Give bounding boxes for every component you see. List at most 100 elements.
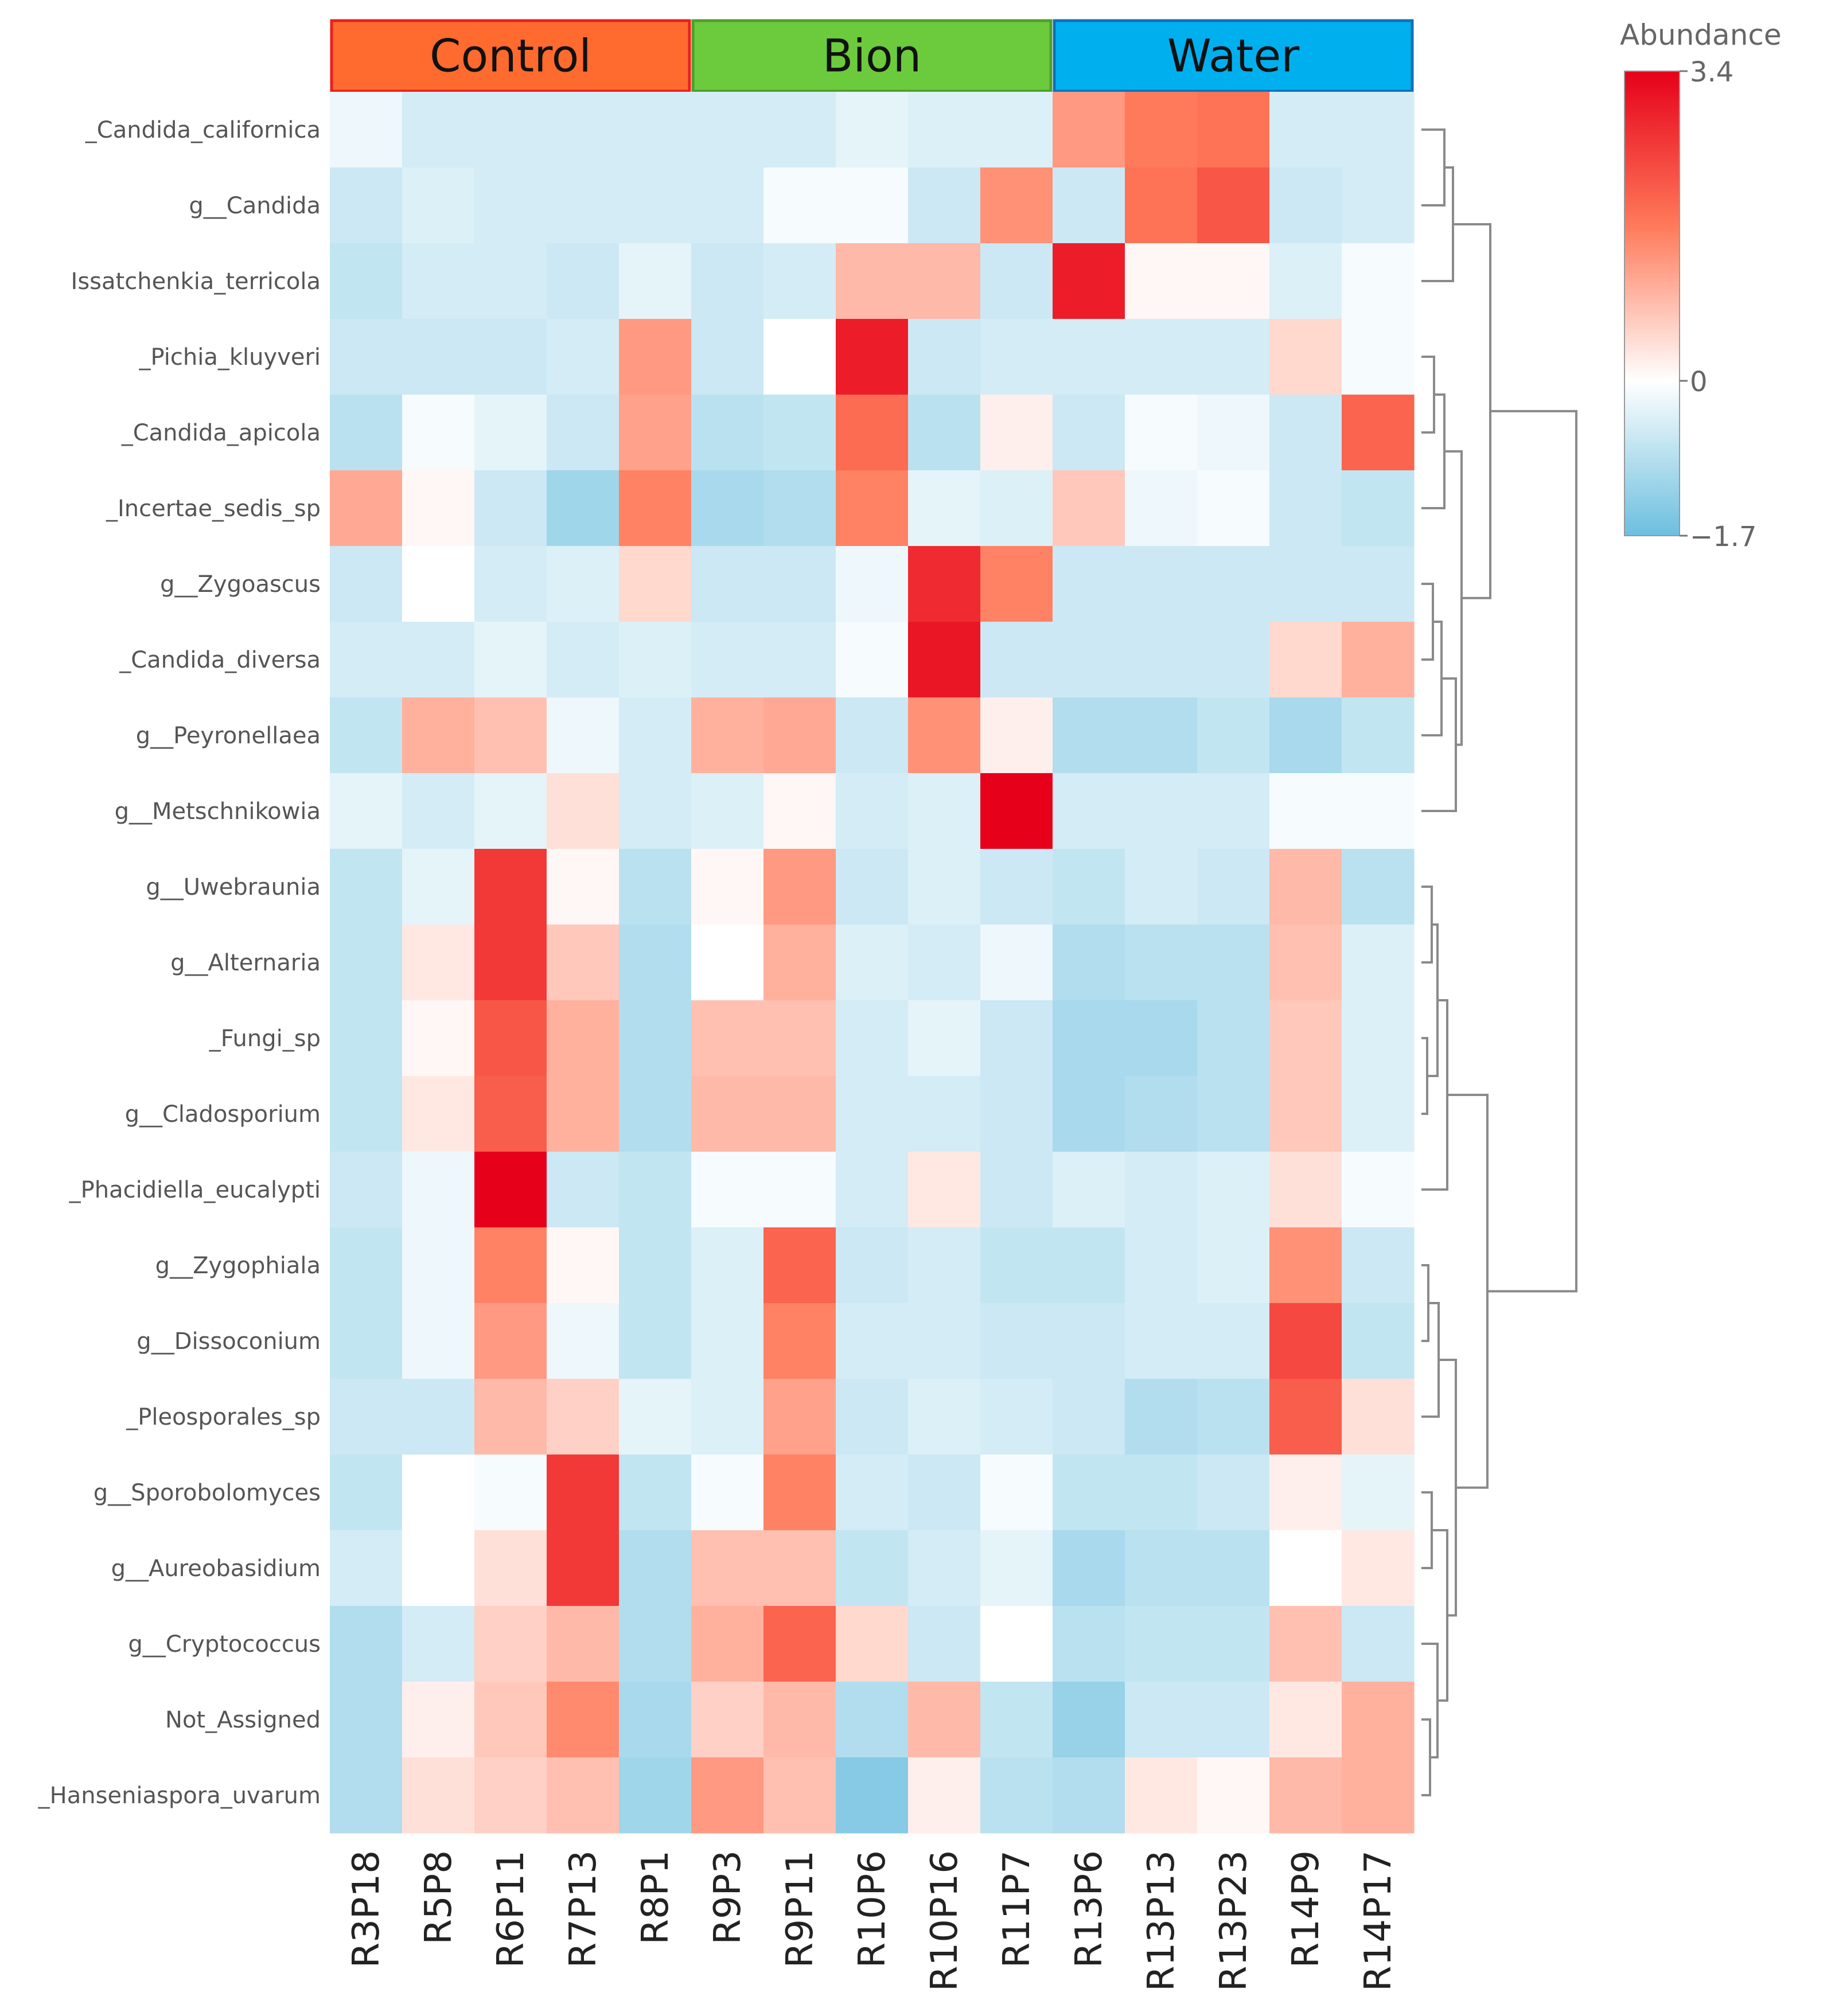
heatmap-cell — [1269, 773, 1342, 849]
dendrogram-branch — [1421, 621, 1443, 736]
color-legend: Abundance 3.4 0 −1.7 — [1620, 18, 1782, 553]
heatmap-cell — [402, 1000, 475, 1077]
heatmap-cell — [908, 1530, 981, 1606]
heatmap-cell — [1269, 1076, 1342, 1152]
heatmap-cell — [330, 395, 403, 471]
heatmap-cell — [330, 925, 403, 1001]
heatmap-cell — [330, 1757, 403, 1834]
heatmap-cell — [763, 319, 836, 395]
heatmap-cell — [836, 849, 909, 925]
heatmap-cell — [980, 319, 1053, 395]
heatmap-cell — [330, 1000, 403, 1077]
heatmap-cell — [691, 1152, 764, 1228]
heatmap-cell — [763, 622, 836, 698]
heatmap-cell — [1197, 925, 1270, 1001]
heatmap-cell — [691, 470, 764, 547]
heatmap-cell — [763, 1455, 836, 1531]
group-bar-control — [330, 19, 691, 93]
heatmap-cell — [1053, 1682, 1125, 1758]
heatmap-cell — [836, 1606, 909, 1682]
row-label: g__Cladosporium — [125, 1101, 321, 1128]
heatmap-cell — [691, 1303, 764, 1379]
heatmap-cell — [908, 546, 981, 622]
dendrogram-branch — [1453, 223, 1491, 599]
heatmap-cell — [908, 1757, 981, 1834]
heatmap-cell — [474, 697, 547, 774]
legend-tick-label: 0 — [1690, 366, 1708, 398]
dendrogram-branch — [1432, 1529, 1448, 1702]
heatmap-cell — [474, 1227, 547, 1304]
heatmap-cell — [1125, 167, 1198, 244]
heatmap-cell — [836, 319, 909, 395]
heatmap-cell — [763, 697, 836, 774]
heatmap-cell — [836, 1455, 909, 1531]
heatmap-cell — [836, 546, 909, 622]
heatmap-cell — [547, 1227, 620, 1304]
heatmap-cell — [980, 243, 1053, 319]
heatmap-cell — [691, 1379, 764, 1455]
row-label: g__Zygophiala — [155, 1253, 321, 1279]
heatmap-cell — [836, 1757, 909, 1834]
heatmap-cell — [980, 1682, 1053, 1758]
heatmap-cell — [763, 1227, 836, 1304]
column-labels: R3P18 R5P8 R6P11 R7P13 R8P1 R9P3 R9P11 R10P6 R10… — [345, 1850, 1400, 1991]
heatmap-cell — [619, 1682, 692, 1758]
heatmap-cell — [980, 1227, 1053, 1304]
heatmap-cell — [619, 470, 692, 547]
heatmap-cell — [691, 925, 764, 1001]
heatmap-cell — [980, 622, 1053, 698]
heatmap-cell — [763, 92, 836, 168]
heatmap-cell — [402, 849, 475, 925]
heatmap-cell — [1197, 849, 1270, 925]
heatmap-cell — [691, 622, 764, 698]
heatmap-cell — [547, 697, 620, 774]
heatmap-cell — [691, 849, 764, 925]
heatmap-cell — [619, 1303, 692, 1379]
dendrogram-branch — [1421, 166, 1454, 282]
heatmap-cell — [1053, 1455, 1125, 1531]
heatmap-cell — [1197, 1379, 1270, 1455]
heatmap-cell — [1342, 697, 1415, 774]
group-bar-water — [1053, 19, 1414, 93]
heatmap-cell — [1342, 1000, 1415, 1077]
heatmap-cell — [691, 1682, 764, 1758]
heatmap-cell — [474, 849, 547, 925]
heatmap-cell — [474, 1076, 547, 1152]
heatmap-cell — [402, 1606, 475, 1682]
row-label: Not_Assigned — [165, 1707, 321, 1733]
heatmap-cell — [402, 1076, 475, 1152]
heatmap-cell — [1342, 1530, 1415, 1606]
heatmap-cell — [691, 773, 764, 849]
heatmap-cell — [1197, 1303, 1270, 1379]
heatmap-cell — [1125, 546, 1198, 622]
heatmap-cell — [836, 1682, 909, 1758]
heatmap-cell — [908, 1000, 981, 1077]
group-header: Control Bion Water — [330, 19, 1414, 93]
heatmap-cell — [474, 1757, 547, 1834]
heatmap-cell — [1197, 1000, 1270, 1077]
heatmap-cell — [1197, 395, 1270, 471]
heatmap-cell — [1053, 1757, 1125, 1834]
heatmap-cell — [908, 1076, 981, 1152]
dendrogram-branch — [1421, 128, 1446, 206]
heatmap-cell — [980, 1455, 1053, 1531]
heatmap-cell — [691, 319, 764, 395]
heatmap-cell — [1053, 697, 1125, 774]
heatmap-cell — [1269, 319, 1342, 395]
heatmap-cell — [402, 622, 475, 698]
heatmap-cell — [1053, 1379, 1125, 1455]
heatmap-cell — [1125, 319, 1198, 395]
heatmap-cell — [691, 92, 764, 168]
heatmap-cell — [980, 1303, 1053, 1379]
heatmap-cell — [474, 1455, 547, 1531]
group-label-water: Water — [1167, 31, 1300, 83]
heatmap-cell — [330, 319, 403, 395]
heatmap-cell — [619, 1757, 692, 1834]
heatmap-cells — [330, 92, 1415, 1834]
row-label: g__Uwebraunia — [146, 874, 321, 900]
heatmap-cell — [619, 925, 692, 1001]
heatmap-cell — [474, 1000, 547, 1077]
row-label: g__Cryptococcus — [128, 1631, 321, 1658]
heatmap-cell — [836, 243, 909, 319]
heatmap-cell — [402, 1303, 475, 1379]
